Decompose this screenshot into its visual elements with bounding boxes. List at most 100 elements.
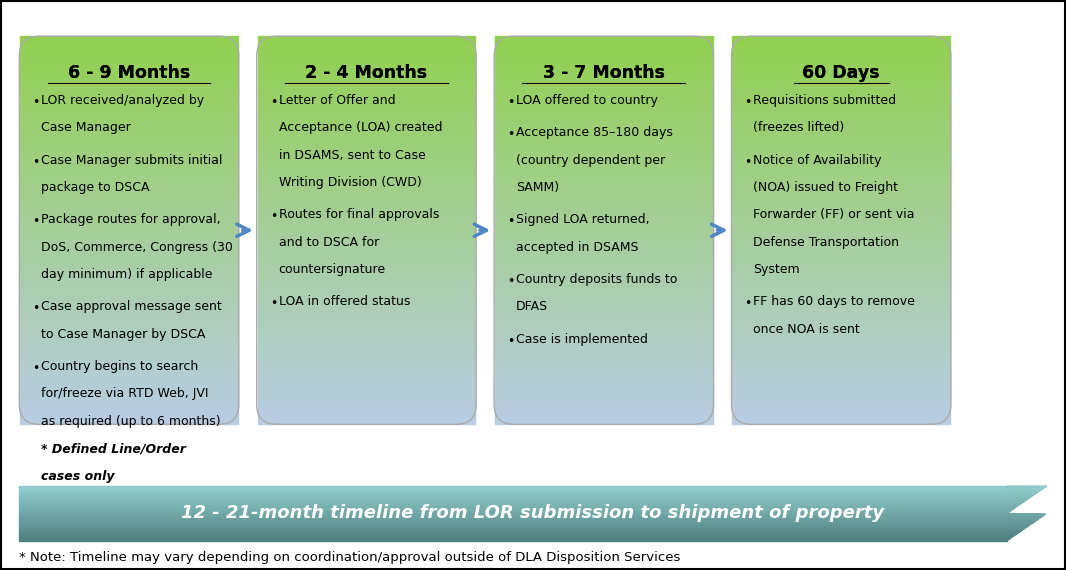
Bar xyxy=(258,152,475,157)
Bar xyxy=(20,312,238,317)
Bar xyxy=(732,65,950,70)
Text: LOA in offered status: LOA in offered status xyxy=(278,295,410,308)
Text: Case Manager: Case Manager xyxy=(42,121,131,135)
Bar xyxy=(20,206,238,211)
Bar xyxy=(732,269,950,274)
Text: 3 - 7 Months: 3 - 7 Months xyxy=(543,64,665,82)
Bar xyxy=(258,245,475,250)
Polygon shape xyxy=(19,487,1006,488)
Text: (freezes lifted): (freezes lifted) xyxy=(754,121,844,135)
Bar xyxy=(258,80,475,85)
Polygon shape xyxy=(19,519,1006,520)
Bar xyxy=(258,235,475,240)
Bar xyxy=(732,109,950,114)
Bar xyxy=(258,196,475,201)
Bar xyxy=(258,288,475,294)
Bar xyxy=(495,240,712,245)
Bar xyxy=(20,274,238,279)
Text: DFAS: DFAS xyxy=(516,300,548,314)
Text: DoS, Commerce, Congress (30: DoS, Commerce, Congress (30 xyxy=(42,241,233,254)
Polygon shape xyxy=(1006,537,1012,538)
Bar xyxy=(495,269,712,274)
Bar xyxy=(20,283,238,288)
Bar xyxy=(20,65,238,70)
Bar xyxy=(732,113,950,119)
Bar xyxy=(495,36,712,41)
Bar xyxy=(495,221,712,225)
Bar xyxy=(258,94,475,99)
Text: as required (up to 6 months): as required (up to 6 months) xyxy=(42,415,221,428)
Bar xyxy=(732,390,950,395)
Polygon shape xyxy=(19,494,1006,495)
Bar xyxy=(20,51,238,56)
Bar xyxy=(495,288,712,294)
Polygon shape xyxy=(19,491,1006,492)
Bar xyxy=(20,215,238,221)
Text: 2 - 4 Months: 2 - 4 Months xyxy=(305,64,427,82)
Polygon shape xyxy=(1006,524,1031,525)
Bar xyxy=(495,366,712,371)
Text: Notice of Availability: Notice of Availability xyxy=(754,154,882,166)
Bar xyxy=(258,55,475,60)
Bar xyxy=(495,133,712,138)
Bar xyxy=(258,308,475,313)
Bar xyxy=(20,259,238,264)
Bar xyxy=(258,327,475,332)
Bar xyxy=(258,113,475,119)
Polygon shape xyxy=(19,492,1006,493)
Bar xyxy=(258,279,475,284)
Polygon shape xyxy=(1006,522,1035,523)
Bar xyxy=(258,370,475,376)
Text: 6 - 9 Months: 6 - 9 Months xyxy=(68,64,190,82)
Bar xyxy=(20,390,238,395)
Bar xyxy=(258,41,475,46)
Text: * Note: Timeline may vary depending on coordination/approval outside of DLA Disp: * Note: Timeline may vary depending on c… xyxy=(19,551,681,564)
Bar xyxy=(20,298,238,303)
Bar xyxy=(495,148,712,153)
Bar xyxy=(20,94,238,99)
Text: •: • xyxy=(270,96,277,109)
Polygon shape xyxy=(19,527,1006,528)
Bar xyxy=(495,259,712,264)
Bar xyxy=(495,80,712,85)
Bar xyxy=(20,75,238,80)
Bar xyxy=(258,172,475,177)
Bar xyxy=(20,356,238,361)
Bar xyxy=(732,221,950,225)
Polygon shape xyxy=(19,524,1006,525)
Text: Case Manager submits initial: Case Manager submits initial xyxy=(42,154,223,166)
Bar xyxy=(495,99,712,104)
Text: •: • xyxy=(32,362,39,375)
Text: •: • xyxy=(32,96,39,109)
Text: •: • xyxy=(270,298,277,311)
Bar xyxy=(732,75,950,80)
Bar xyxy=(732,312,950,317)
Polygon shape xyxy=(1006,515,1044,516)
Polygon shape xyxy=(1006,528,1025,529)
Polygon shape xyxy=(1006,492,1037,493)
Polygon shape xyxy=(1006,532,1019,534)
Polygon shape xyxy=(19,537,1006,538)
Polygon shape xyxy=(19,526,1006,527)
Bar xyxy=(732,80,950,85)
Text: Requisitions submitted: Requisitions submitted xyxy=(754,94,897,107)
Bar xyxy=(258,410,475,414)
Bar xyxy=(495,89,712,95)
Bar xyxy=(258,303,475,308)
Bar xyxy=(20,288,238,294)
Bar xyxy=(20,221,238,225)
Text: •: • xyxy=(507,335,515,348)
Bar xyxy=(20,351,238,356)
Bar xyxy=(258,162,475,167)
Bar xyxy=(732,99,950,104)
Bar xyxy=(258,70,475,75)
Bar xyxy=(732,70,950,75)
Bar xyxy=(20,157,238,162)
Text: Routes for final approvals: Routes for final approvals xyxy=(278,209,439,221)
Bar xyxy=(495,113,712,119)
Bar xyxy=(20,172,238,177)
Bar xyxy=(495,361,712,366)
Polygon shape xyxy=(19,503,1006,504)
Bar xyxy=(732,152,950,157)
Polygon shape xyxy=(19,528,1006,529)
